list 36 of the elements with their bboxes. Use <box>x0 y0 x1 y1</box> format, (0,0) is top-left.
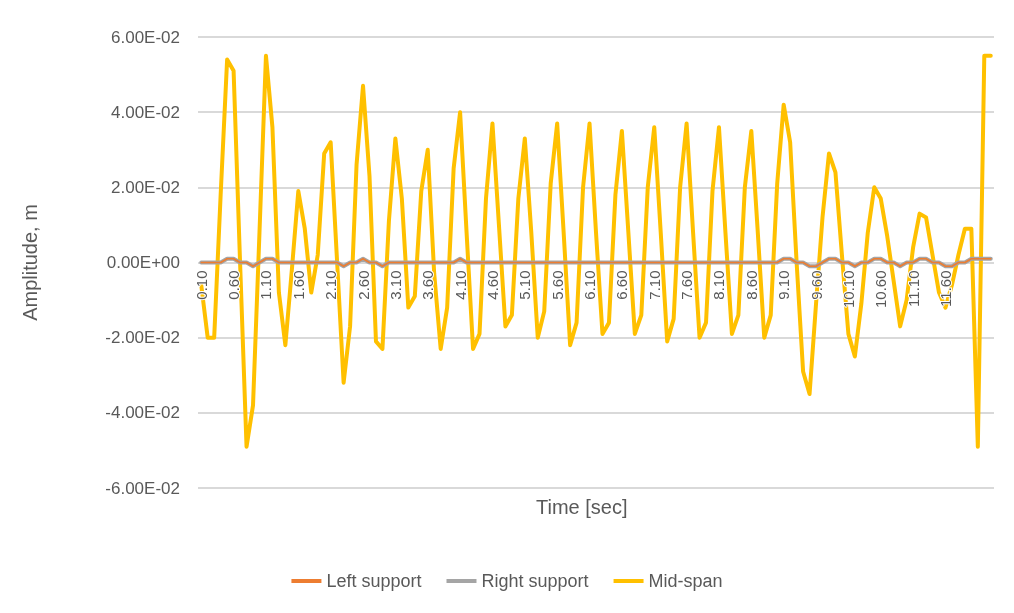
x-tick-label: 3.60 <box>419 270 437 300</box>
x-tick-label: 4.10 <box>451 270 469 300</box>
x-tick-label: 11.60 <box>936 270 954 307</box>
y-tick-label: 6.00E-02 <box>111 27 180 47</box>
y-tick-label: -6.00E-02 <box>105 478 180 498</box>
x-tick-label: 9.10 <box>775 270 793 300</box>
y-tick-label: 4.00E-02 <box>111 102 180 122</box>
x-axis-title: Time [sec] <box>536 496 628 518</box>
y-tick-label: -4.00E-02 <box>105 403 180 423</box>
x-tick-label: 2.10 <box>322 270 340 300</box>
x-tick-label: 7.10 <box>645 270 663 300</box>
x-tick-label: 3.10 <box>386 270 404 300</box>
y-tick-label: -2.00E-02 <box>105 328 180 348</box>
x-tick-label: 9.60 <box>807 270 825 300</box>
x-tick-label: 0.10 <box>192 270 210 300</box>
x-tick-label: 8.60 <box>742 270 760 300</box>
x-tick-label: 1.10 <box>257 270 275 300</box>
x-tick-label: 10.10 <box>839 270 857 309</box>
x-tick-label: 1.60 <box>289 270 307 300</box>
legend-label: Right support <box>481 571 589 591</box>
x-tick-label: 4.60 <box>483 270 501 300</box>
x-tick-label: 7.60 <box>678 270 696 300</box>
x-tick-label: 8.10 <box>710 270 728 300</box>
x-tick-label: 6.60 <box>613 270 631 300</box>
x-tick-label: 0.60 <box>225 270 243 300</box>
x-tick-label: 10.60 <box>872 270 890 309</box>
x-tick-label: 2.60 <box>354 270 372 300</box>
x-tick-label: 6.10 <box>581 270 599 300</box>
y-axis-title: Amplitude, m <box>19 204 41 321</box>
x-tick-label: 5.60 <box>548 270 566 300</box>
x-tick-label: 5.10 <box>516 270 534 300</box>
legend-label: Left support <box>326 571 422 591</box>
y-tick-label: 2.00E-02 <box>111 177 180 197</box>
y-tick-label: 0.00E+00 <box>106 253 180 272</box>
x-tick-label: 11.10 <box>904 270 922 307</box>
legend-label: Mid-span <box>648 571 723 591</box>
